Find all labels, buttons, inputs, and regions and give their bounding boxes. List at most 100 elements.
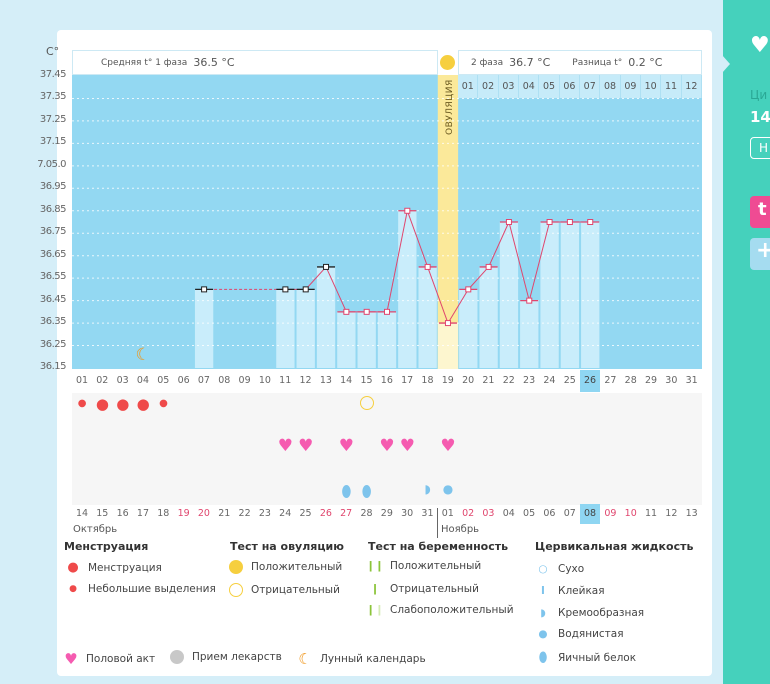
cycle-day[interactable]: 25 bbox=[563, 375, 576, 386]
cycle-day[interactable]: 13 bbox=[319, 375, 332, 386]
calendar-date[interactable]: 19 bbox=[177, 508, 190, 519]
unit-label: C° bbox=[46, 45, 60, 58]
cycle-day[interactable]: 23 bbox=[523, 375, 536, 386]
calendar-date[interactable]: 23 bbox=[258, 508, 271, 519]
calendar-date[interactable]: 26 bbox=[319, 508, 332, 519]
calendar-date[interactable]: 07 bbox=[563, 508, 576, 519]
cycle-day[interactable]: 14 bbox=[340, 375, 353, 386]
cycle-day[interactable]: 06 bbox=[177, 375, 190, 386]
y-tick-label: 36.45 bbox=[39, 293, 67, 305]
cycle-day[interactable]: 02 bbox=[96, 375, 109, 386]
temperature-point bbox=[384, 308, 390, 315]
cycle-day[interactable]: 30 bbox=[665, 375, 678, 386]
calendar-date[interactable]: 21 bbox=[218, 508, 231, 519]
calendar-date[interactable]: 30 bbox=[401, 508, 414, 519]
cycle-day[interactable]: 11 bbox=[279, 375, 292, 386]
calendar-date[interactable]: 04 bbox=[502, 508, 515, 519]
phase2-value: 36.7 °C bbox=[509, 56, 551, 69]
calendar-date[interactable]: 22 bbox=[238, 508, 251, 519]
calendar-date[interactable]: 10 bbox=[624, 508, 637, 519]
cycle-day[interactable]: 09 bbox=[238, 375, 251, 386]
cycle-day[interactable]: 24 bbox=[543, 375, 556, 386]
cycle-day[interactable]: 03 bbox=[116, 375, 129, 386]
calendar-date[interactable]: 25 bbox=[299, 508, 312, 519]
calendar-date[interactable]: 12 bbox=[665, 508, 678, 519]
ovulation-column bbox=[437, 75, 459, 369]
t-button[interactable]: t bbox=[750, 196, 770, 228]
dry-drop-icon: ○ bbox=[538, 563, 548, 575]
cycle-day[interactable]: 18 bbox=[421, 375, 434, 386]
calendar-date[interactable]: 09 bbox=[604, 508, 617, 519]
phase2-day: 06 bbox=[559, 75, 581, 98]
cycle-day[interactable]: 01 bbox=[75, 375, 89, 386]
y-tick-label: 36.55 bbox=[39, 271, 67, 283]
cycle-day[interactable]: 28 bbox=[624, 375, 637, 386]
two-lines-icon: ❙❙ bbox=[366, 560, 384, 572]
calendar-date[interactable]: 06 bbox=[543, 508, 556, 519]
calendar-date[interactable]: 17 bbox=[136, 508, 149, 519]
calendar-date[interactable]: 08 bbox=[580, 504, 601, 524]
y-tick-label: 36.95 bbox=[39, 181, 67, 193]
add-button[interactable]: + bbox=[750, 238, 770, 270]
cycle-day[interactable]: 31 bbox=[685, 375, 698, 386]
calendar-date[interactable]: 16 bbox=[116, 508, 129, 519]
calendar-date[interactable]: 31 bbox=[421, 508, 434, 519]
cycle-day[interactable]: 12 bbox=[299, 375, 312, 386]
cycle-day[interactable]: 15 bbox=[360, 375, 373, 386]
side-button[interactable]: Н bbox=[750, 137, 770, 159]
temperature-chart: ОВУЛЯЦИЯ bbox=[72, 75, 702, 369]
legend-egg-white: ⬮ Яичный белок bbox=[536, 650, 636, 666]
cycle-day[interactable]: 17 bbox=[401, 375, 414, 386]
phase1-value: 36.5 °C bbox=[193, 56, 235, 69]
calendar-date[interactable]: 29 bbox=[380, 508, 393, 519]
calendar-date[interactable]: 01 bbox=[441, 508, 454, 519]
calendar-date[interactable]: 02 bbox=[462, 508, 475, 519]
cycle-day[interactable]: 08 bbox=[218, 375, 231, 386]
cycle-value: 14 bbox=[750, 108, 770, 126]
calendar-date[interactable]: 15 bbox=[96, 508, 109, 519]
heart-icon: ♥ bbox=[440, 436, 456, 456]
calendar-date[interactable]: 05 bbox=[523, 508, 536, 519]
temperature-bar bbox=[418, 266, 437, 368]
cycle-day[interactable]: 16 bbox=[380, 375, 393, 386]
calendar-date[interactable]: 14 bbox=[75, 508, 89, 519]
cycle-day[interactable]: 04 bbox=[136, 375, 149, 386]
calendar-date[interactable]: 24 bbox=[279, 508, 292, 519]
calendar-date[interactable]: 13 bbox=[685, 508, 698, 519]
ovulation-test-negative-icon bbox=[359, 396, 374, 410]
cycle-day[interactable]: 19 bbox=[441, 375, 454, 386]
cycle-day[interactable]: 27 bbox=[604, 375, 617, 386]
panel-arrow bbox=[722, 55, 730, 73]
y-tick-label: 37.25 bbox=[39, 113, 67, 125]
calendar-date[interactable]: 11 bbox=[644, 508, 658, 519]
calendar-date[interactable]: 18 bbox=[157, 508, 170, 519]
cycle-day[interactable]: 20 bbox=[462, 375, 475, 386]
temperature-line bbox=[386, 210, 408, 312]
temperature-point bbox=[323, 263, 330, 270]
cycle-day[interactable]: 05 bbox=[157, 375, 170, 386]
cycle-day[interactable]: 22 bbox=[502, 375, 515, 386]
temperature-line bbox=[488, 221, 510, 268]
calendar-date[interactable]: 20 bbox=[197, 508, 210, 519]
temperature-point bbox=[343, 308, 350, 315]
symptom-grid bbox=[72, 393, 702, 505]
cycle-day[interactable]: 26 bbox=[580, 370, 601, 392]
cycle-day[interactable]: 07 bbox=[197, 375, 210, 386]
legend-spotting: ● Небольшие выделения bbox=[66, 583, 216, 595]
cycle-day[interactable]: 29 bbox=[644, 375, 658, 386]
cycle-day[interactable]: 21 bbox=[482, 375, 495, 386]
phase2-day: 12 bbox=[681, 75, 702, 98]
spotting-drop-icon: ● bbox=[77, 398, 87, 409]
calendar-date[interactable]: 28 bbox=[360, 508, 373, 519]
temperature-line bbox=[508, 221, 530, 301]
temperature-bar bbox=[520, 300, 539, 368]
temperature-point bbox=[404, 207, 411, 214]
calendar-date[interactable]: 03 bbox=[482, 508, 495, 519]
legend-pregnancy-weak: ❙ ❙ Слабоположительный bbox=[366, 604, 513, 616]
calendar-date[interactable]: 27 bbox=[340, 508, 353, 519]
creamy-fluid-icon: ◗ bbox=[424, 482, 431, 496]
temperature-line bbox=[305, 266, 327, 290]
cycle-day[interactable]: 10 bbox=[258, 375, 271, 386]
legend-label: Прием лекарств bbox=[192, 651, 282, 663]
heart-icon[interactable]: ♥ bbox=[750, 33, 770, 58]
